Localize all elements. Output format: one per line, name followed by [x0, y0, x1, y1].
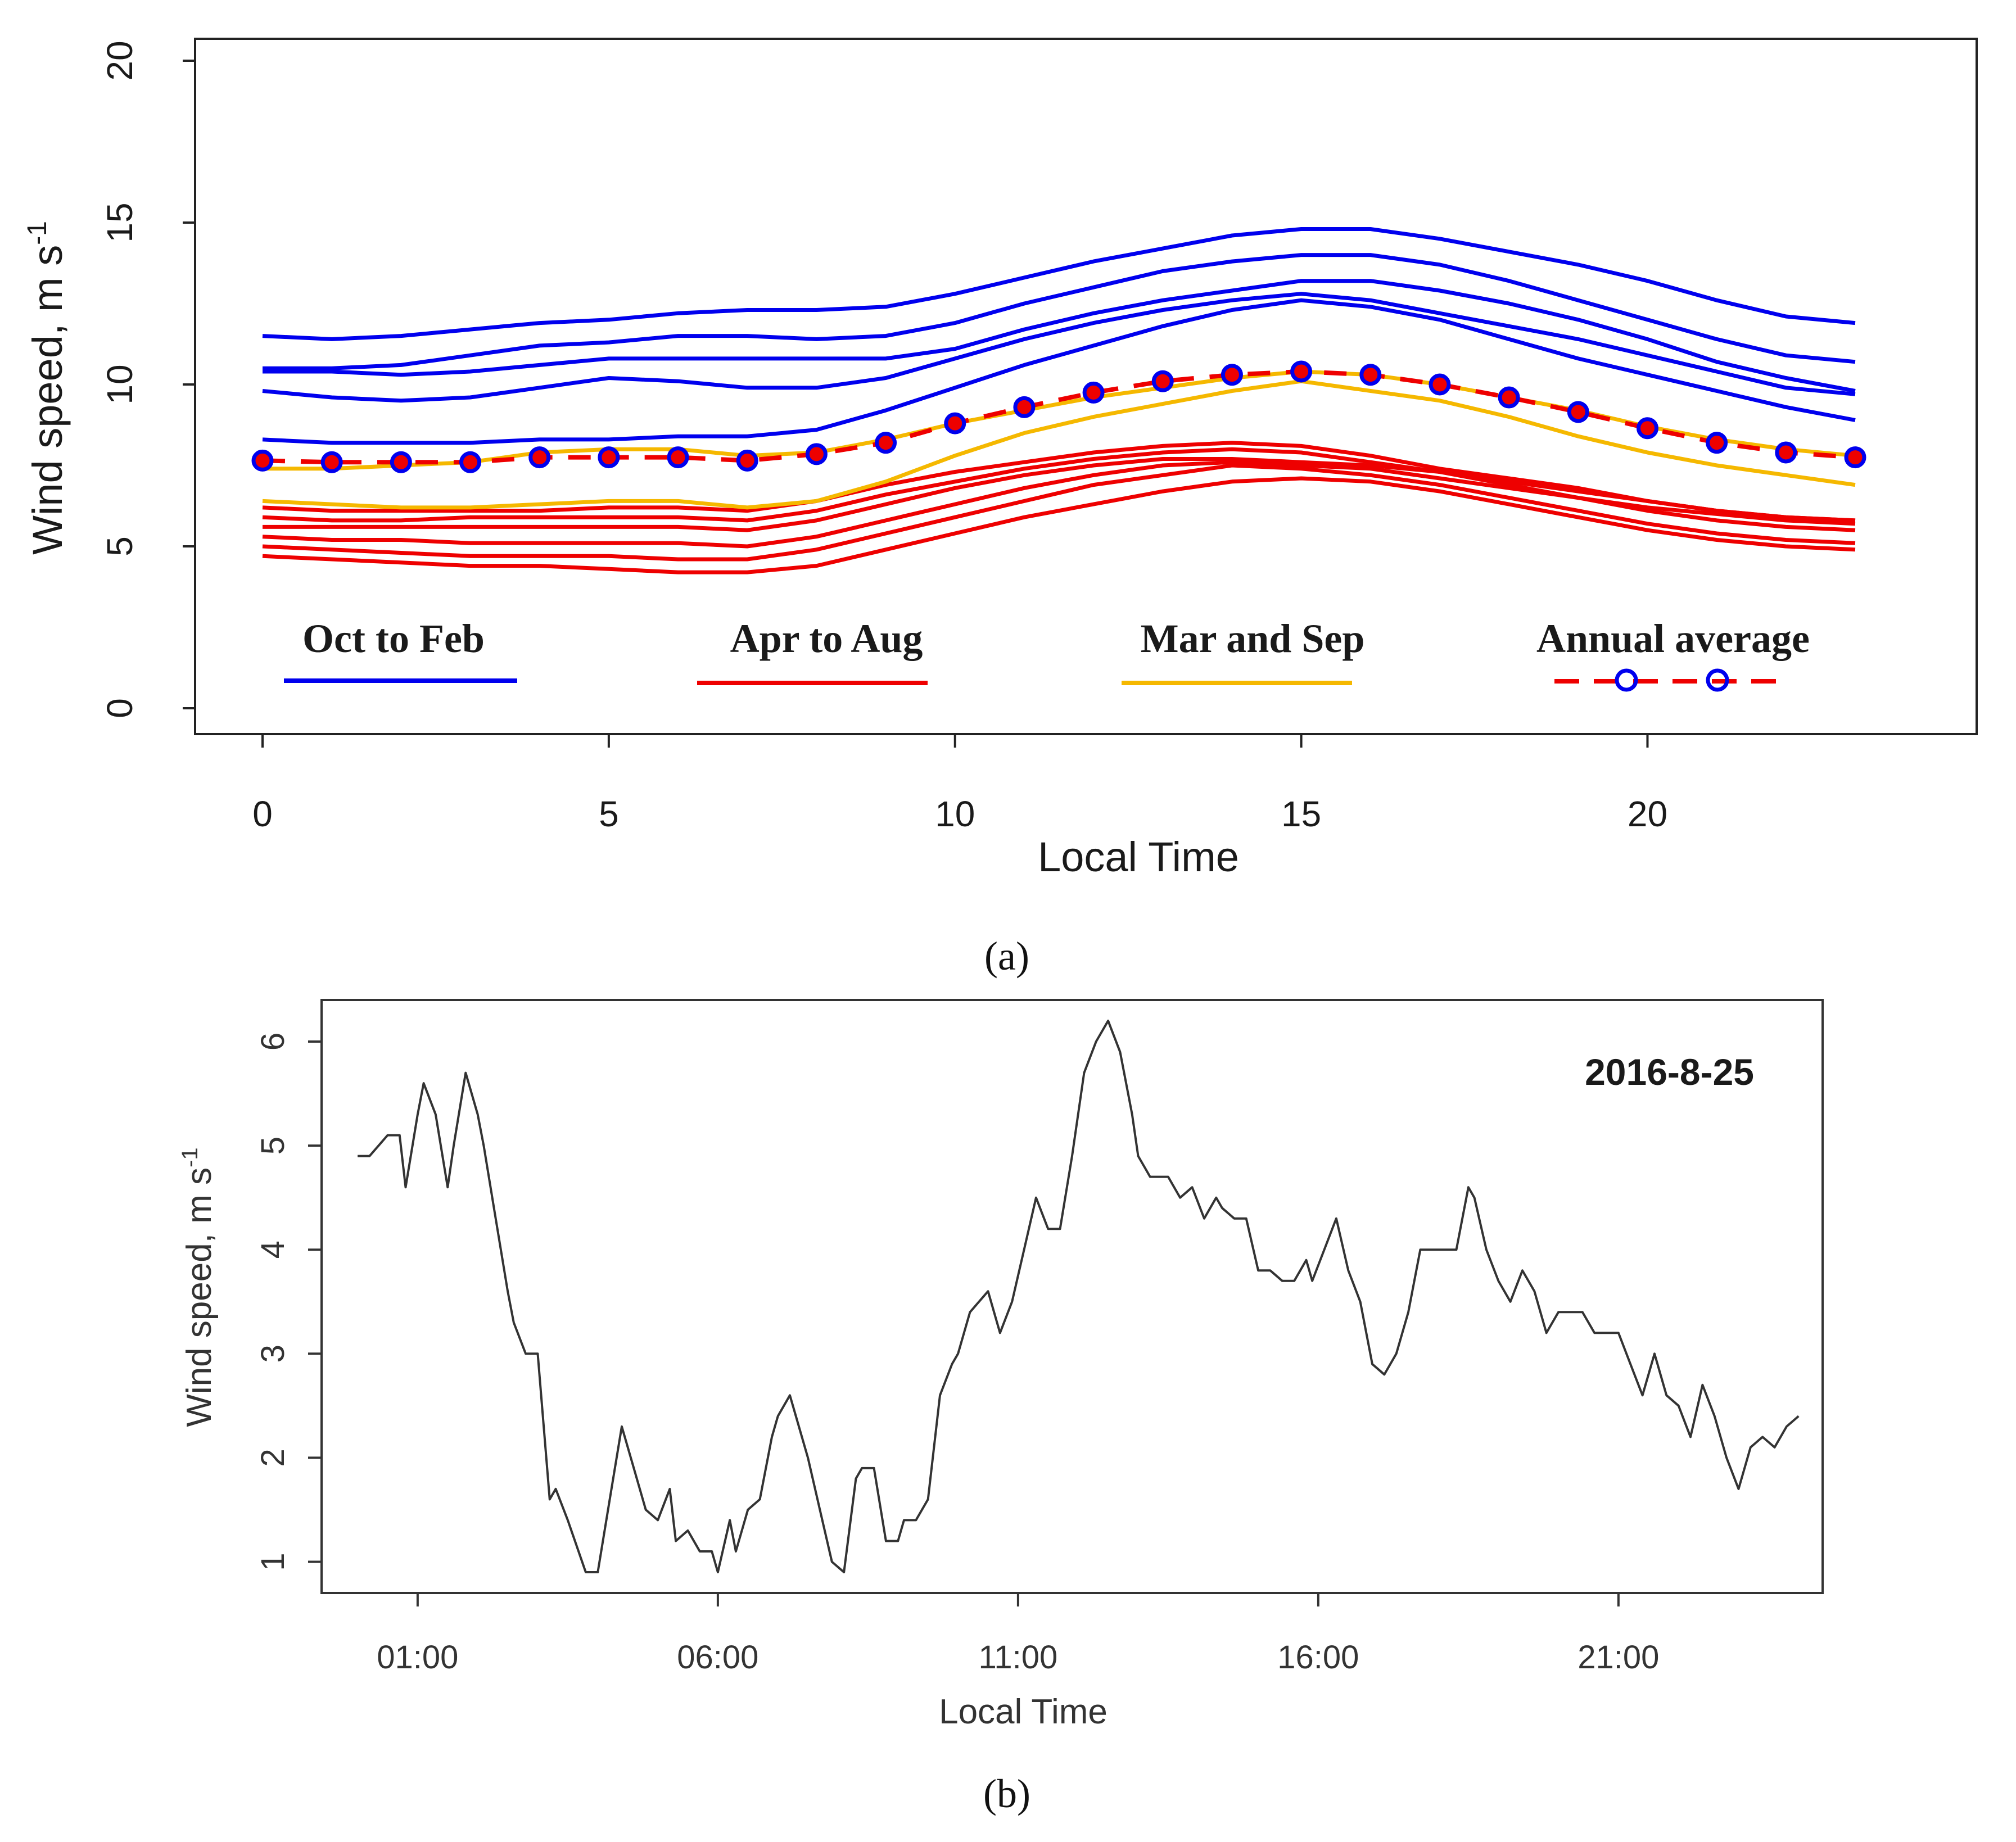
- series-line-apr-to-aug: [262, 460, 1856, 549]
- y-tick-label-a: 15: [100, 202, 140, 242]
- x-tick-label-b: 06:00: [677, 1639, 758, 1676]
- series-line-apr-to-aug: [262, 441, 1856, 523]
- series-line-oct-to-feb: [262, 298, 1856, 445]
- legend-label-apr-aug: Apr to Aug: [730, 616, 923, 661]
- annual-average-point: [1567, 401, 1589, 423]
- x-axis-a: 0 5 10 15 20: [252, 734, 1667, 834]
- series-lines-a: [262, 227, 1856, 574]
- annual-average-point: [1775, 441, 1797, 464]
- annual-average-point: [1290, 360, 1313, 383]
- series-line-oct-to-feb: [263, 279, 1856, 393]
- series-line-apr-to-aug: [262, 476, 1856, 574]
- x-axis-label-b: Local Time: [939, 1692, 1108, 1731]
- panel-b: 1 2 3 4 5 6 01:00 06:00 11:00 16:00 21:00 2016-8-…: [178, 999, 1824, 1816]
- annual-average-markers: [251, 360, 1866, 473]
- legend-a: Oct to Feb Apr to Aug Mar and Sep Annual…: [284, 616, 1810, 692]
- caption-b: (b): [983, 1771, 1030, 1816]
- y-tick-label-b: 2: [255, 1449, 291, 1467]
- panel-a: 0 5 10 15 20 0 5 10 15 20 Oct to Feb Apr to Aug …: [22, 38, 1978, 979]
- annual-average-point: [1359, 364, 1382, 386]
- series-line-oct-to-feb: [263, 253, 1856, 370]
- wind-speed-line: [358, 1020, 1800, 1573]
- y-axis-b: 1 2 3 4 5 6: [255, 1033, 322, 1571]
- series-line-oct-to-feb: [262, 227, 1856, 341]
- x-axis-b: 01:00 06:00 11:00 16:00 21:00: [377, 1593, 1659, 1676]
- y-tick-label-b: 4: [255, 1241, 291, 1259]
- x-tick-label-b: 11:00: [978, 1639, 1057, 1676]
- y-axis-label-a-sup: -1: [22, 221, 52, 245]
- annual-average-point: [1221, 364, 1243, 386]
- annual-average-point: [1082, 381, 1105, 404]
- x-tick-label-a: 5: [599, 794, 619, 834]
- annual-average-point: [1498, 386, 1520, 409]
- y-axis-label-b: Wind speed, m s-1: [178, 1147, 219, 1427]
- annual-average-point: [944, 412, 966, 435]
- annual-average-point: [1844, 446, 1866, 469]
- annual-average-point: [320, 451, 343, 473]
- y-tick-label-b: 6: [255, 1033, 291, 1051]
- annual-average-point: [667, 446, 689, 469]
- y-tick-label-a: 0: [100, 698, 140, 718]
- y-axis-label-a-main: Wind speed, m s: [24, 245, 71, 555]
- y-tick-label-b: 5: [255, 1137, 291, 1155]
- y-axis-label-b-sup: -1: [178, 1147, 202, 1167]
- y-axis-label-b-main: Wind speed, m s: [180, 1167, 219, 1427]
- caption-a: (a): [984, 934, 1029, 979]
- annual-average-point: [1706, 432, 1728, 454]
- series-line-apr-to-aug: [263, 457, 1856, 532]
- legend-label-annual-average: Annual average: [1536, 616, 1810, 661]
- y-tick-label-b: 3: [255, 1345, 291, 1363]
- y-tick-label-a: 5: [100, 536, 140, 556]
- x-tick-label-b: 21:00: [1577, 1639, 1659, 1676]
- plot-frame-a: [194, 38, 1978, 735]
- x-tick-label-b: 01:00: [377, 1639, 458, 1676]
- annual-average-point: [390, 451, 412, 473]
- x-tick-label-a: 15: [1281, 794, 1321, 834]
- legend-marker-annual-average: [1615, 668, 1638, 692]
- date-annotation: 2016-8-25: [1585, 1051, 1754, 1093]
- annual-average-point: [1013, 396, 1036, 418]
- x-tick-label-a: 20: [1628, 794, 1667, 834]
- annual-average-point: [1429, 373, 1451, 396]
- x-tick-label-a: 10: [935, 794, 975, 834]
- y-tick-label-a: 10: [100, 364, 140, 404]
- annual-average-point: [1151, 370, 1174, 392]
- legend-label-mar-sep: Mar and Sep: [1141, 616, 1365, 661]
- x-axis-label-a: Local Time: [1038, 834, 1239, 880]
- plot-frame-b: [320, 999, 1824, 1594]
- annual-average-point: [875, 432, 897, 454]
- y-tick-label-a: 20: [100, 40, 140, 80]
- annual-average-point: [598, 446, 620, 469]
- annual-average-point: [528, 446, 551, 469]
- x-tick-label-b: 16:00: [1277, 1639, 1359, 1676]
- series-line-oct-to-feb: [262, 292, 1856, 403]
- annual-average-point: [805, 443, 828, 465]
- annual-average-point: [251, 449, 274, 472]
- x-tick-label-a: 0: [252, 794, 273, 834]
- y-axis-label-a: Wind speed, m s-1: [22, 221, 71, 555]
- y-axis-a: 0 5 10 15 20: [100, 40, 195, 718]
- annual-average-point: [736, 449, 758, 472]
- series-line-apr-to-aug: [262, 463, 1856, 562]
- series-line-mar-and-sep: [263, 369, 1856, 471]
- annual-average-point: [459, 451, 482, 473]
- legend-label-oct-feb: Oct to Feb: [302, 616, 485, 661]
- series-line-annual-average: [262, 369, 1856, 465]
- series-line-mar-and-sep: [262, 379, 1856, 510]
- legend-marker-annual-average: [1706, 668, 1729, 692]
- y-tick-label-b: 1: [255, 1553, 291, 1571]
- annual-average-point: [1636, 417, 1658, 440]
- series-line-b: [358, 1020, 1800, 1573]
